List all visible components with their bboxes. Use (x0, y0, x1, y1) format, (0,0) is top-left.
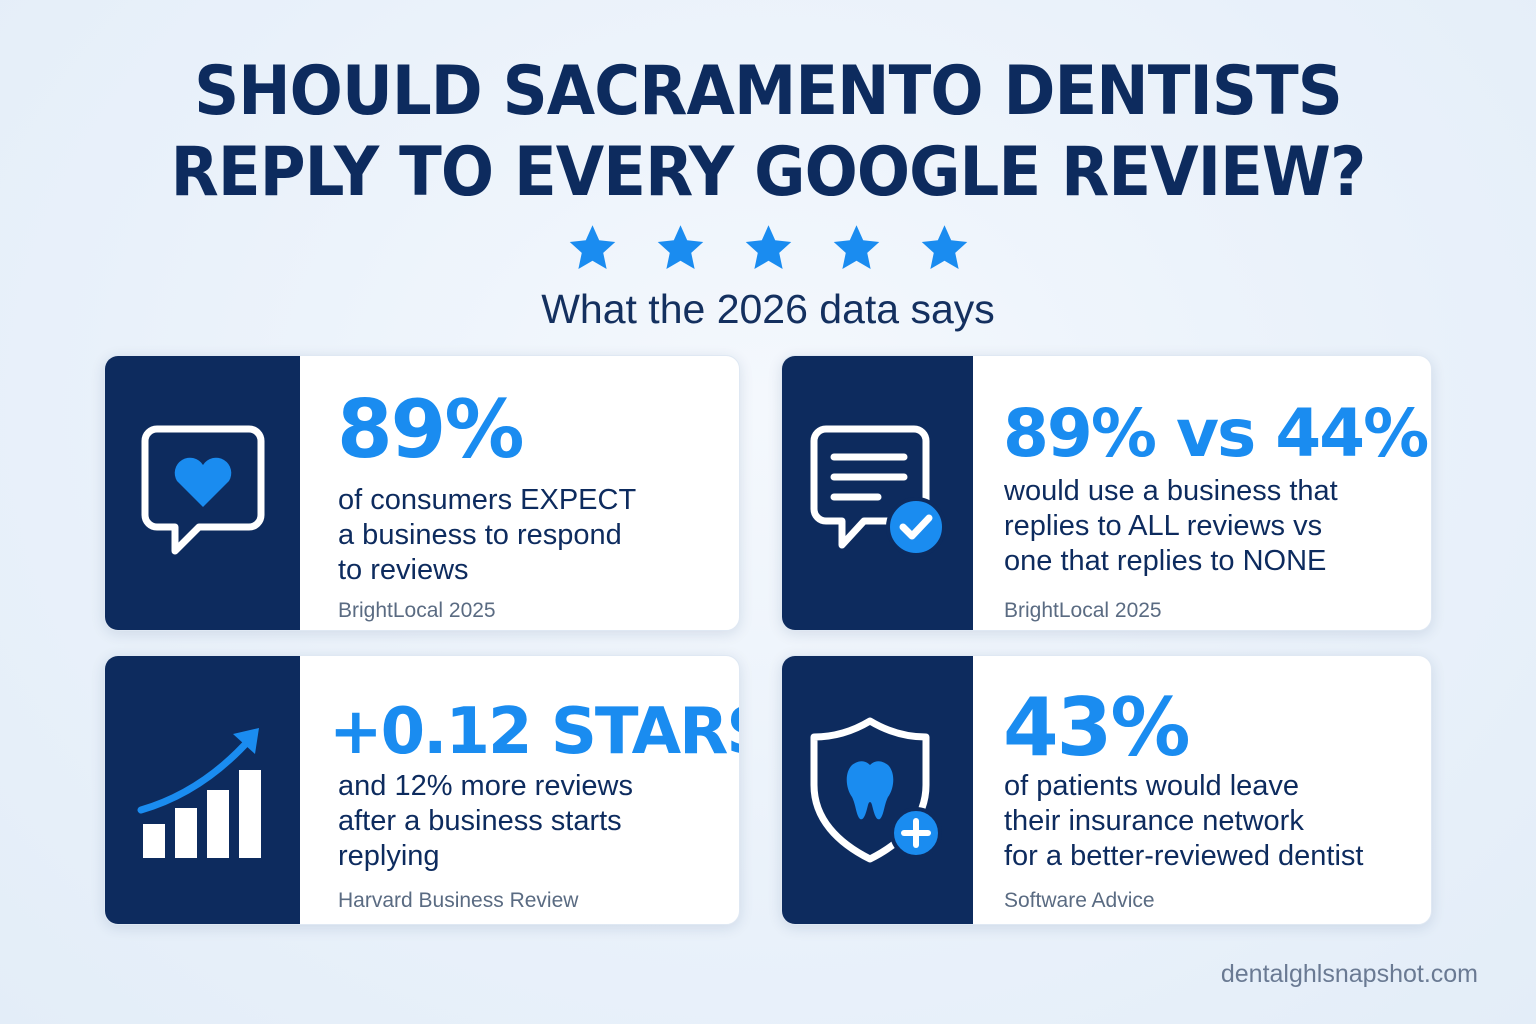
stat-description: would use a business that replies to ALL… (1004, 474, 1338, 579)
description-line: a business to respond (338, 519, 622, 551)
icon-panel (782, 356, 973, 630)
star-icon (569, 225, 615, 270)
stat-card-star-increase: +0.12 STARS and 12% more reviews after a… (104, 655, 740, 925)
card-content: 89% vs 44% would use a business that rep… (973, 356, 1431, 630)
description-line: for a better-reviewed dentist (1004, 840, 1364, 872)
page-title-line-1: SHOULD SACRAMENTO DENTISTS (194, 52, 1343, 131)
stat-source: BrightLocal 2025 (338, 599, 496, 622)
card-content: 43% of patients would leave their insura… (973, 656, 1431, 924)
icon-panel (105, 656, 300, 924)
growth-chart-icon (137, 728, 261, 858)
footer-website: dentalghlsnapshot.com (1220, 960, 1478, 988)
star-icon (657, 225, 703, 270)
stat-card-leave-network: 43% of patients would leave their insura… (781, 655, 1432, 925)
shield-tooth-icon (810, 717, 942, 863)
icon-panel (782, 656, 973, 924)
stat-description: of consumers EXPECT a business to respon… (338, 483, 636, 588)
message-check-icon (810, 425, 946, 557)
description-line: and 12% more reviews (338, 770, 633, 802)
icon-panel (105, 356, 300, 630)
stat-value: 43% (1003, 681, 1190, 774)
description-line: of consumers EXPECT (338, 484, 637, 516)
star-icon (921, 225, 967, 270)
stat-value: 89% (337, 383, 524, 476)
subtitle: What the 2026 data says (541, 286, 995, 332)
card-content: 89% of consumers EXPECT a business to re… (300, 356, 739, 630)
description-line: to reviews (338, 554, 469, 586)
description-line: would use a business that (1004, 475, 1338, 507)
stat-source: Harvard Business Review (338, 889, 579, 912)
card-content: +0.12 STARS and 12% more reviews after a… (300, 656, 739, 924)
description-line: one that replies to NONE (1004, 545, 1327, 577)
page-title-line-2: REPLY TO EVERY GOOGLE REVIEW? (170, 133, 1367, 212)
description-line: of patients would leave (1004, 770, 1300, 802)
description-line: replying (338, 840, 440, 872)
stat-card-expect-response: 89% of consumers EXPECT a business to re… (104, 355, 740, 631)
stat-source: Software Advice (1004, 889, 1155, 912)
description-line: replies to ALL reviews vs (1004, 510, 1323, 542)
stat-description: and 12% more reviews after a business st… (338, 769, 633, 874)
description-line: after a business starts (338, 805, 622, 837)
stat-value: 89% vs 44% (1003, 395, 1429, 472)
stat-card-reply-all: 89% vs 44% would use a business that rep… (781, 355, 1432, 631)
stat-description: of patients would leave their insurance … (1004, 769, 1363, 874)
description-line: their insurance network (1004, 805, 1304, 837)
star-rating (0, 222, 1536, 274)
star-icon (833, 225, 879, 270)
stat-source: BrightLocal 2025 (1004, 599, 1162, 622)
stat-value: +0.12 STARS (329, 695, 740, 769)
star-icon (745, 225, 791, 270)
chat-heart-icon (141, 425, 264, 555)
